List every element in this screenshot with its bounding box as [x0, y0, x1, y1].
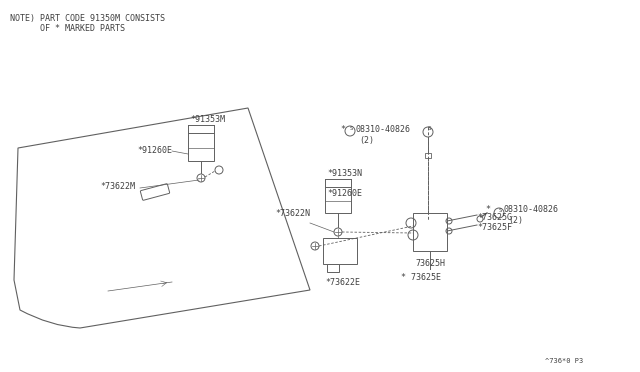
Text: (2): (2)	[359, 136, 374, 145]
Text: *91353M: *91353M	[190, 115, 225, 124]
Bar	[327, 264, 339, 272]
Text: *73622E: *73622E	[325, 278, 360, 287]
Bar	[188, 133, 214, 161]
Text: 08310-40826: 08310-40826	[355, 125, 410, 134]
Text: (2): (2)	[508, 216, 523, 225]
Text: * 73625E: * 73625E	[401, 273, 441, 282]
Text: S: S	[349, 125, 353, 131]
Text: *91260E: *91260E	[327, 189, 362, 198]
Text: *73625G: *73625G	[477, 213, 512, 222]
Text: 08310-40826: 08310-40826	[504, 205, 559, 214]
Bar	[323, 238, 357, 264]
Text: NOTE) PART CODE 91350M CONSISTS: NOTE) PART CODE 91350M CONSISTS	[10, 14, 165, 23]
Text: OF * MARKED PARTS: OF * MARKED PARTS	[10, 24, 125, 33]
Text: S: S	[499, 208, 502, 212]
Text: *: *	[485, 205, 490, 214]
Text: *73622M: *73622M	[100, 182, 135, 191]
Bar	[413, 213, 447, 251]
Text: 73625H: 73625H	[415, 259, 445, 268]
Bar	[325, 187, 351, 213]
Text: *73622N: *73622N	[275, 209, 310, 218]
Text: S: S	[427, 126, 431, 131]
Text: *73625F: *73625F	[477, 223, 512, 232]
FancyBboxPatch shape	[140, 184, 170, 200]
Text: *: *	[340, 125, 345, 134]
Bar	[425, 153, 431, 158]
Text: *91260E: *91260E	[137, 146, 172, 155]
Text: ^736*0 P3: ^736*0 P3	[545, 358, 583, 364]
Text: *91353N: *91353N	[327, 169, 362, 178]
